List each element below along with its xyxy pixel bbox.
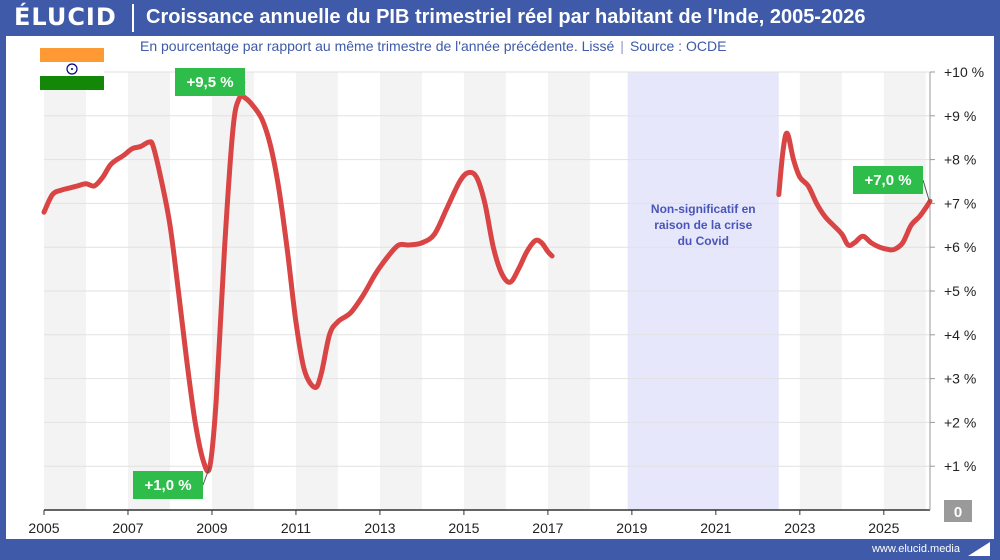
annotation-badge xyxy=(133,471,203,499)
y-tick-label: 0 xyxy=(954,504,962,521)
x-tick-label: 2019 xyxy=(616,520,647,536)
x-tick-label: 2011 xyxy=(281,520,311,536)
x-tick-label: 2013 xyxy=(364,520,395,536)
covid-note-label: du Covid xyxy=(678,234,729,248)
brand-logo: ÉLUCID xyxy=(14,3,117,31)
chart-title: Croissance annuelle du PIB trimestriel r… xyxy=(146,6,866,28)
y-tick-label: +4 % xyxy=(944,327,976,343)
subtitle-text: En pourcentage par rapport au même trime… xyxy=(140,38,615,54)
y-tick-label: +1 % xyxy=(944,458,976,474)
india-flag-icon xyxy=(40,48,104,90)
annotation-leader xyxy=(922,179,931,204)
y-tick-label: +3 % xyxy=(944,371,976,387)
x-tick-label: 2005 xyxy=(28,520,59,536)
header-bar: ÉLUCID Croissance annuelle du PIB trimes… xyxy=(0,0,1000,36)
chart-subtitle: En pourcentage par rapport au même trime… xyxy=(140,38,726,54)
x-tick-label: 2007 xyxy=(112,520,143,536)
y-tick-label: +6 % xyxy=(944,239,976,255)
y-tick-label: +5 % xyxy=(944,283,976,299)
y-tick-label: +9 % xyxy=(944,108,976,124)
footer-url[interactable]: www.elucid.media xyxy=(871,543,960,555)
series-line xyxy=(41,93,555,474)
footer-bar: www.elucid.media xyxy=(0,539,1000,560)
annotation-label: +9,5 % xyxy=(186,74,233,91)
elucid-mark-icon xyxy=(968,542,990,556)
y-tick-label: +10 % xyxy=(944,64,984,80)
covid-note-label: Non-significatif en xyxy=(651,202,756,216)
covid-note-label: raison de la crise xyxy=(654,218,752,232)
annotation-label: +1,0 % xyxy=(144,477,191,494)
x-tick-label: 2021 xyxy=(700,520,731,536)
y-tick-label: +8 % xyxy=(944,152,976,168)
x-tick-label: 2023 xyxy=(784,520,815,536)
x-tick-label: 2025 xyxy=(868,520,899,536)
source-label: Source : OCDE xyxy=(629,38,727,54)
annotation-leader xyxy=(202,466,211,486)
x-tick-label: 2017 xyxy=(532,520,563,536)
series-line xyxy=(776,130,933,253)
annotation-label: +7,0 % xyxy=(864,172,911,189)
x-tick-label: 2009 xyxy=(196,520,227,536)
y-tick-label: +7 % xyxy=(944,195,976,211)
subtitle-separator: | xyxy=(620,38,624,54)
y-tick-label: +2 % xyxy=(944,414,976,430)
zero-tick-box xyxy=(944,500,972,522)
annotation-badge xyxy=(175,68,245,96)
x-tick-label: 2015 xyxy=(448,520,479,536)
brand-divider xyxy=(132,4,134,32)
annotation-badge xyxy=(853,166,923,194)
